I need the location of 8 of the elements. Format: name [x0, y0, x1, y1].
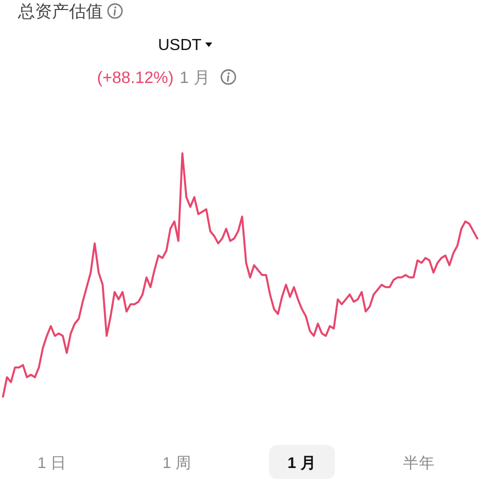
chart-subtitle: USDT [158, 37, 202, 54]
text: 半年 [403, 454, 435, 472]
text: (+88.12%) [97, 69, 174, 87]
text: 1 日 [38, 455, 66, 472]
text: 1 周 [162, 455, 192, 472]
text: 1 月 [288, 455, 316, 472]
text: 1 月 [180, 69, 210, 87]
chart-title: 总资产估值 [17, 2, 103, 21]
